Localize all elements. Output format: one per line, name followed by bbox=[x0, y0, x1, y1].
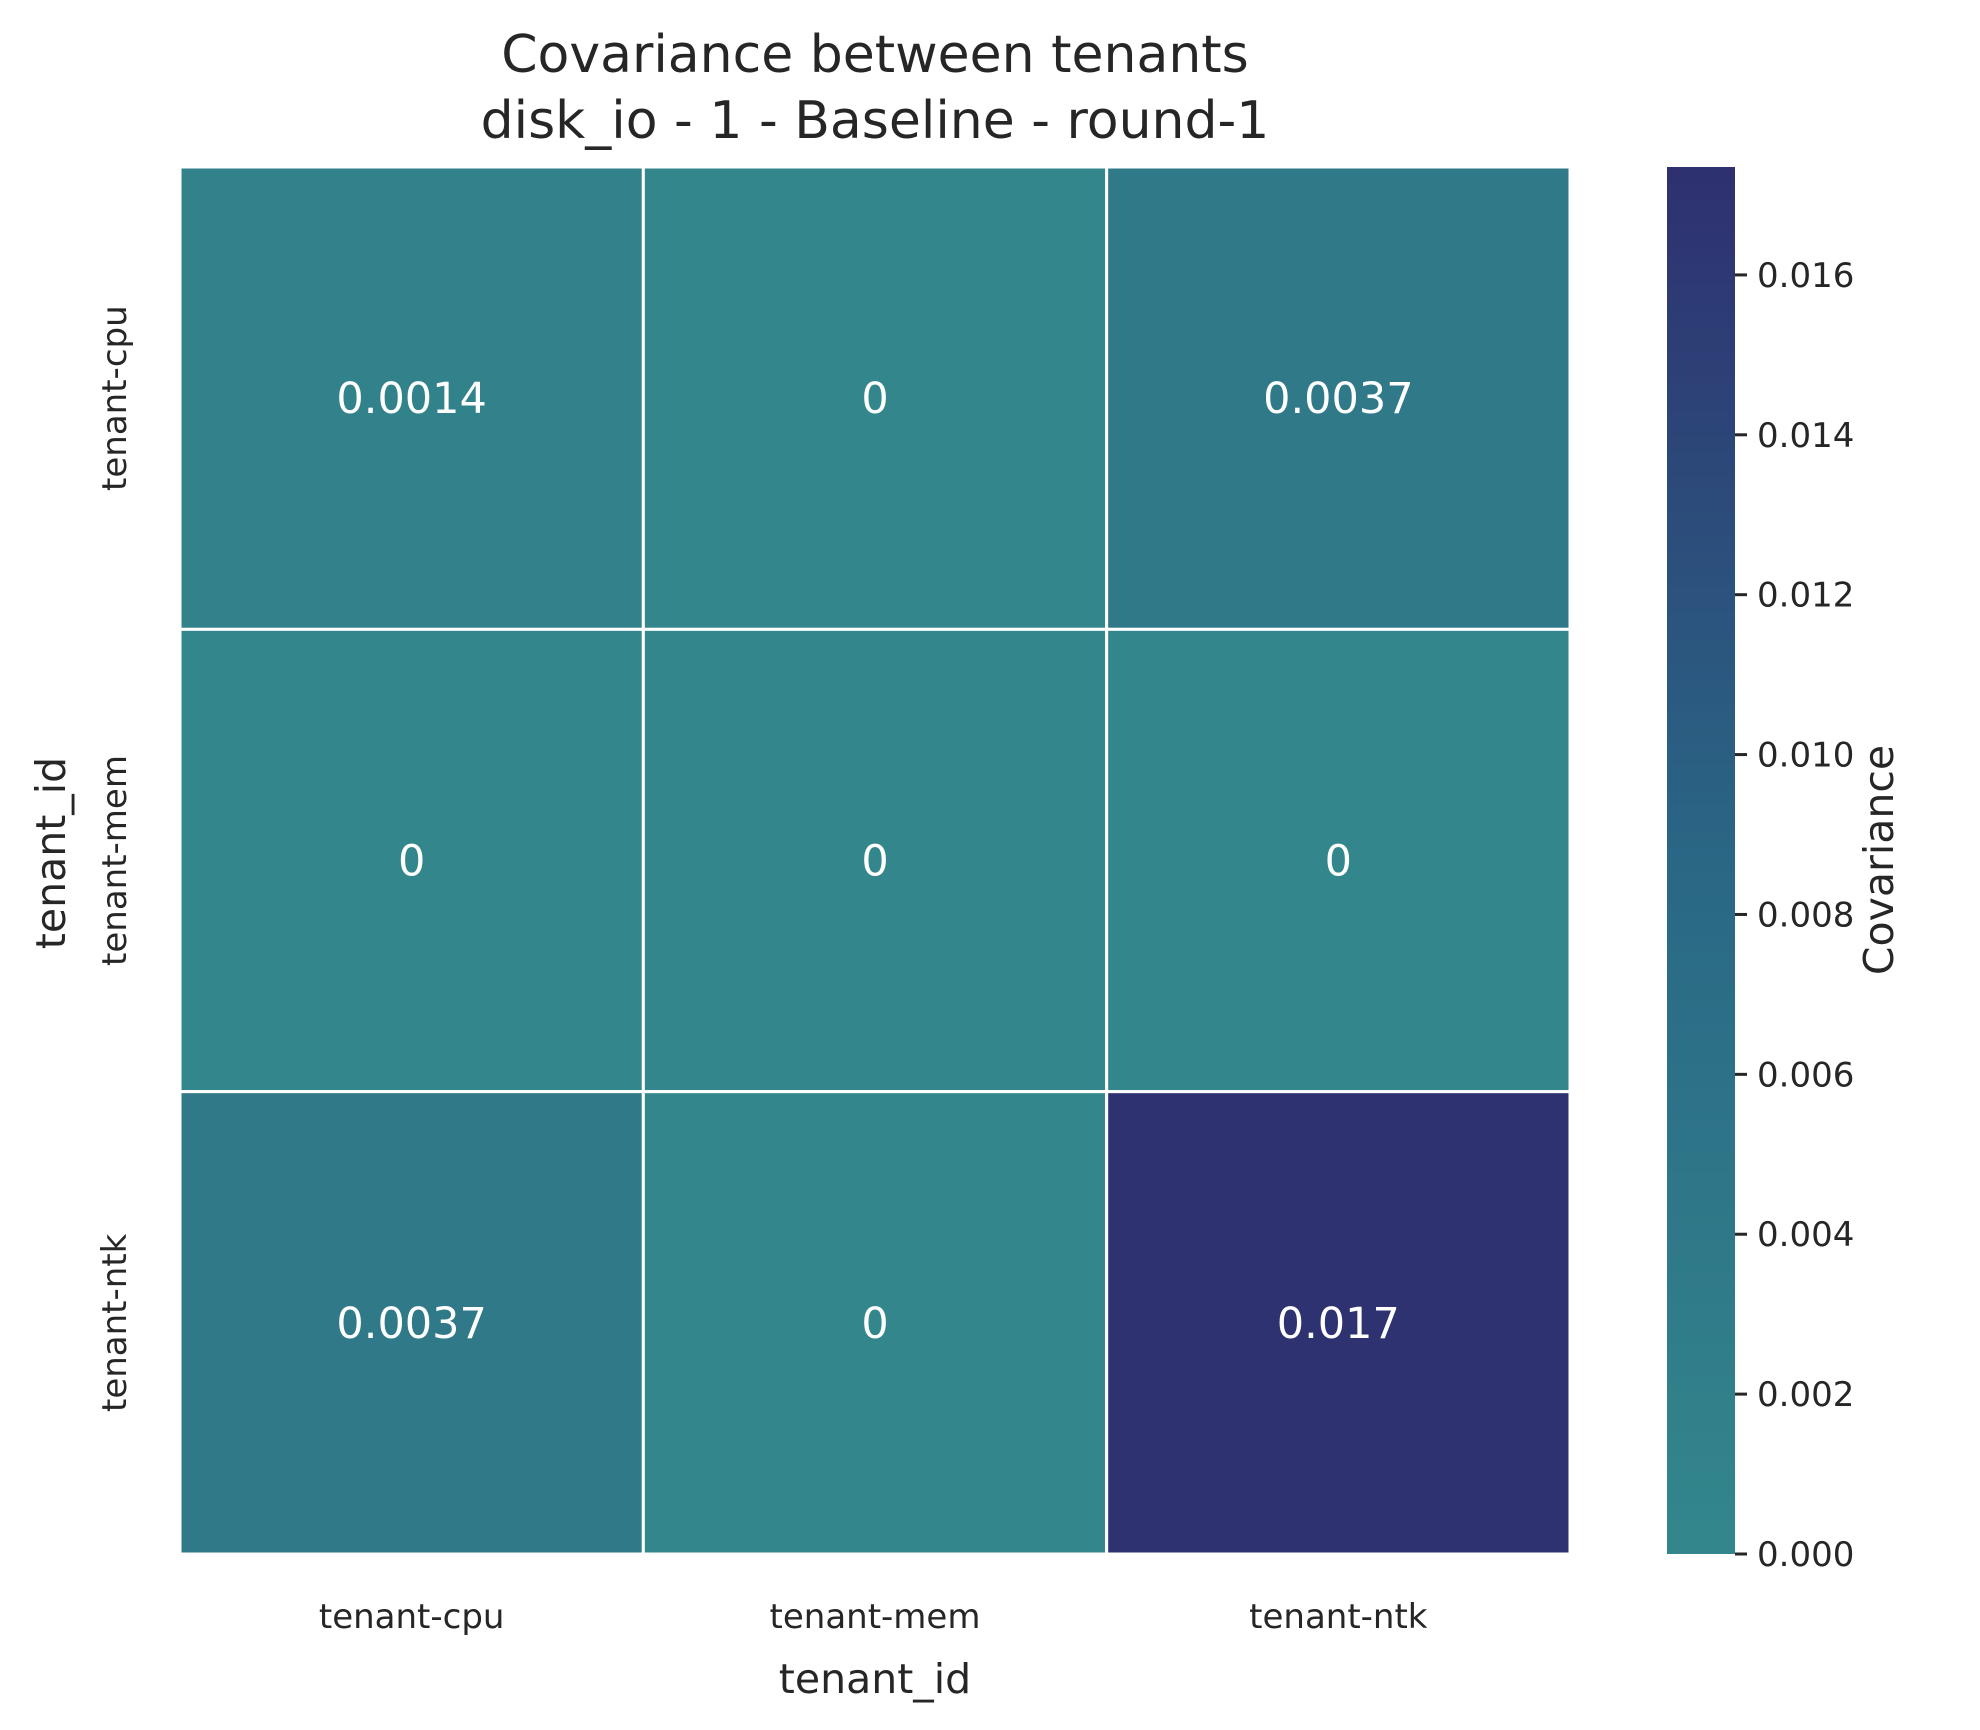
x-axis-ticks: tenant-cpu tenant-mem tenant-ntk bbox=[319, 1597, 1428, 1637]
y-tick-label: tenant-mem bbox=[95, 755, 135, 966]
cell-value-label: 0.0037 bbox=[1263, 374, 1413, 424]
heatmap-cell-tenant-cpu-tenant-cpu bbox=[178, 165, 645, 631]
colorbar-tick-label: 0.002 bbox=[1757, 1375, 1854, 1415]
colorbar-tick-label: 0.012 bbox=[1757, 576, 1854, 616]
y-axis-ticks: tenant-cpu tenant-mem tenant-ntk bbox=[95, 305, 135, 1412]
x-axis-label: tenant_id bbox=[779, 1655, 971, 1703]
chart-title: Covariance between tenants bbox=[501, 25, 1249, 85]
colorbar-tick-label: 0.006 bbox=[1757, 1055, 1854, 1095]
y-tick-label: tenant-cpu bbox=[95, 305, 135, 491]
cell-value-label: 0 bbox=[861, 837, 888, 887]
x-tick-label: tenant-ntk bbox=[1249, 1597, 1428, 1637]
x-tick-label: tenant-cpu bbox=[319, 1597, 505, 1637]
heatmap-cell-labels: 0.0014 0 0.0037 0 0 0 0.0037 0 0.017 bbox=[336, 374, 1413, 1349]
cell-value-label: 0 bbox=[1325, 837, 1352, 887]
colorbar-tick-label: 0.016 bbox=[1757, 256, 1854, 296]
cell-value-label: 0.0037 bbox=[336, 1299, 486, 1349]
heatmap-cell-tenant-ntk-tenant-cpu bbox=[178, 1090, 645, 1556]
colorbar-tick-label: 0.000 bbox=[1757, 1535, 1854, 1575]
heatmap-cell-tenant-mem-tenant-mem bbox=[641, 627, 1109, 1094]
cell-value-label: 0 bbox=[861, 1299, 888, 1349]
y-axis-label: tenant_id bbox=[27, 757, 75, 949]
cell-value-label: 0.0014 bbox=[336, 374, 486, 424]
heatmap-cell-tenant-mem-tenant-cpu bbox=[178, 627, 645, 1094]
colorbar-tick-label: 0.010 bbox=[1757, 736, 1854, 776]
heatmap-cells bbox=[178, 165, 1572, 1556]
colorbar-tick-label: 0.008 bbox=[1757, 895, 1854, 935]
colorbar-ticks: 0.000 0.002 0.004 0.006 0.008 0.010 0.012 0.014… bbox=[1735, 256, 1854, 1575]
heatmap-cell-tenant-mem-tenant-ntk bbox=[1105, 627, 1572, 1094]
cell-value-label: 0.017 bbox=[1277, 1299, 1400, 1349]
heatmap-cell-tenant-ntk-tenant-ntk bbox=[1105, 1090, 1572, 1556]
heatmap-cell-tenant-cpu-tenant-mem bbox=[641, 165, 1109, 631]
colorbar-label: Covariance bbox=[1855, 745, 1903, 975]
heatmap-cell-tenant-ntk-tenant-mem bbox=[641, 1090, 1109, 1556]
cell-value-label: 0 bbox=[398, 837, 425, 887]
y-tick-label: tenant-ntk bbox=[95, 1233, 135, 1412]
chart-subtitle: disk_io - 1 - Baseline - round-1 bbox=[481, 91, 1270, 151]
x-tick-label: tenant-mem bbox=[770, 1597, 981, 1637]
colorbar-tick-label: 0.004 bbox=[1757, 1215, 1854, 1255]
heatmap-cell-tenant-cpu-tenant-ntk bbox=[1105, 165, 1572, 631]
cell-value-label: 0 bbox=[861, 374, 888, 424]
colorbar bbox=[1667, 167, 1735, 1554]
colorbar-tick-label: 0.014 bbox=[1757, 416, 1854, 456]
